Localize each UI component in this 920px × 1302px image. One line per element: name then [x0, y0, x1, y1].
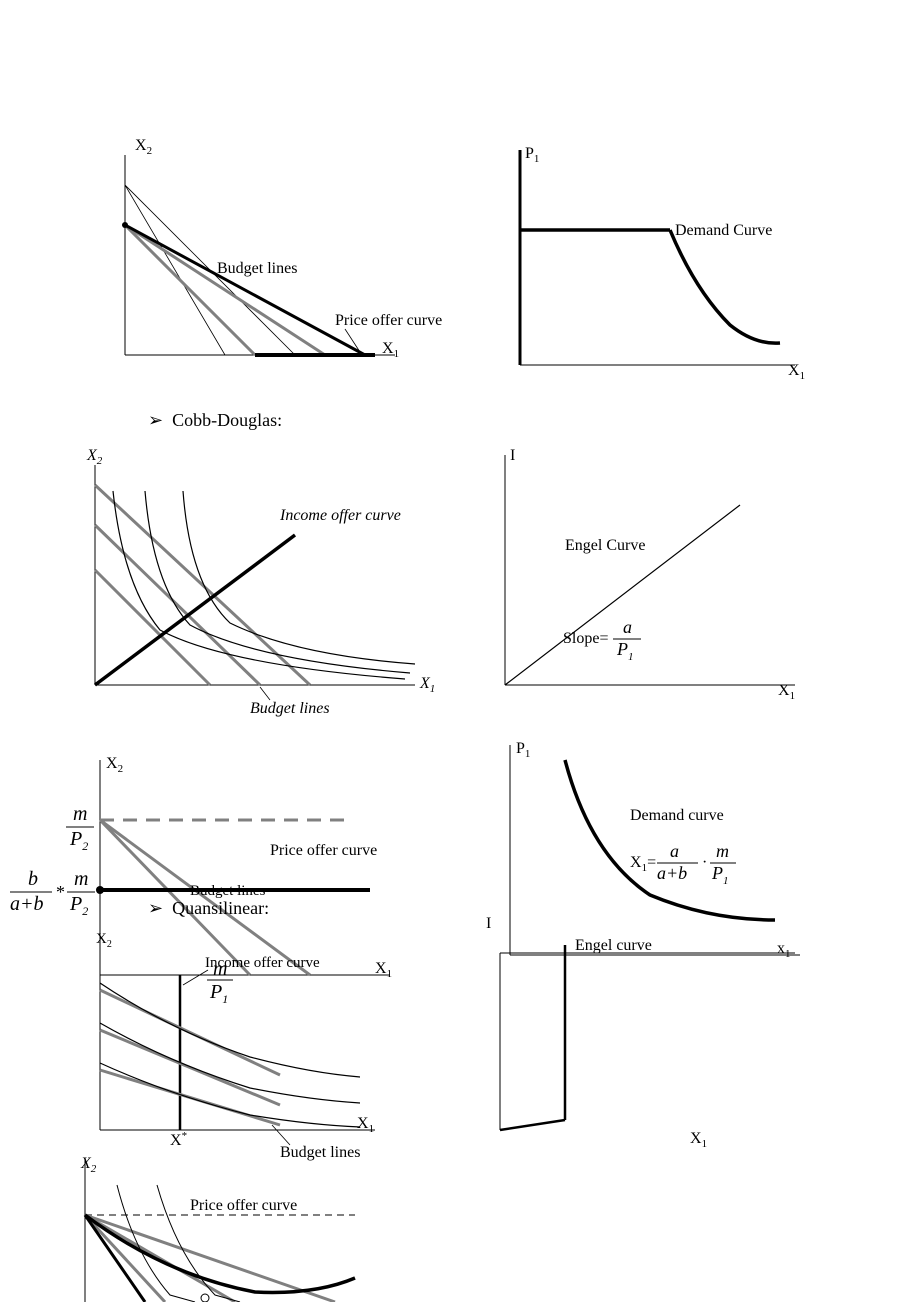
y-axis-label: X2 [80, 1155, 97, 1175]
panel-b: P1 X1 Demand Curve [520, 150, 820, 390]
panel-i: X2 Price offer curve [85, 1160, 405, 1302]
svg-text:P1: P1 [711, 863, 729, 887]
engel-label: Engel curve [575, 937, 652, 954]
x-axis-label: X1 [690, 1130, 707, 1150]
quansilinear-heading: ➢ Quansilinear: [148, 898, 269, 919]
engel-label: Engel Curve [565, 537, 645, 554]
bullet-icon: ➢ [148, 410, 163, 430]
panel-h: I Engel curve X1 [500, 920, 810, 1150]
panel-f: X2 X1 Income offer curve Budget lines X* [100, 935, 410, 1170]
slope-num: a [623, 617, 632, 637]
frac-m-over-p1: m P1 [207, 960, 239, 1008]
svg-text:m: m [716, 841, 729, 861]
budget-label: Budget lines [250, 700, 330, 717]
panel-d: I X1 Engel Curve Slope= a P1 [505, 455, 815, 705]
poc-label: Price offer curve [335, 312, 442, 329]
y-axis-label: X2 [106, 755, 123, 775]
svg-text:a+b: a+b [657, 863, 687, 883]
svg-text:*: * [56, 882, 65, 902]
y-axis-label: X2 [135, 137, 152, 157]
svg-text:b: b [28, 868, 38, 890]
y-axis-label: I [486, 915, 491, 932]
x-axis-label: X1 [382, 340, 399, 360]
demand-label: Demand curve [630, 807, 724, 824]
budget-lines-label: Budget lines [217, 260, 297, 277]
svg-text:m: m [74, 868, 88, 890]
x-axis-label: X1 [788, 362, 805, 382]
demand-label: Demand Curve [675, 222, 772, 239]
svg-text:a+b: a+b [10, 893, 44, 915]
svg-text:P2: P2 [69, 893, 88, 918]
y-axis-label: X2 [86, 447, 103, 467]
budget-label: Budget lines [190, 883, 266, 899]
y-axis-label: I [510, 447, 515, 464]
panel-c: X2 X1 Income offer curve Budget lines [95, 465, 455, 725]
x-axis-label: X1 [357, 1115, 374, 1135]
xstar-label: X* [170, 1130, 187, 1149]
svg-text:P1: P1 [209, 981, 228, 1006]
poc-label: Price offer curve [190, 1197, 297, 1214]
svg-text:a: a [670, 841, 679, 861]
page: X2 X1 Budget lines Price offer curve P1 … [0, 0, 920, 1302]
svg-text:m: m [73, 803, 87, 825]
ioc-label: Income offer curve [279, 507, 401, 524]
slope-den: P1 [616, 639, 634, 663]
y-axis-label: P1 [525, 145, 539, 165]
bullet-icon: ➢ [148, 898, 163, 918]
formula: X1= [630, 854, 656, 874]
x-axis-label: X1 [419, 675, 435, 695]
panel-a: X2 X1 Budget lines Price offer curve [125, 155, 425, 375]
frac-left: b a+b * m P2 [10, 870, 100, 918]
svg-text:m: m [213, 958, 227, 980]
poc-label: Price offer curve [270, 842, 377, 859]
slope-label: Slope= [563, 630, 608, 647]
svg-text:·: · [702, 854, 707, 871]
y-axis-label: P1 [516, 740, 530, 760]
cobb-douglas-heading: ➢ Cobb-Douglas: [148, 410, 282, 431]
svg-text:P2: P2 [69, 828, 88, 853]
frac-m-over-p2: m P2 [66, 805, 98, 853]
budget-label: Budget lines [280, 1144, 360, 1161]
